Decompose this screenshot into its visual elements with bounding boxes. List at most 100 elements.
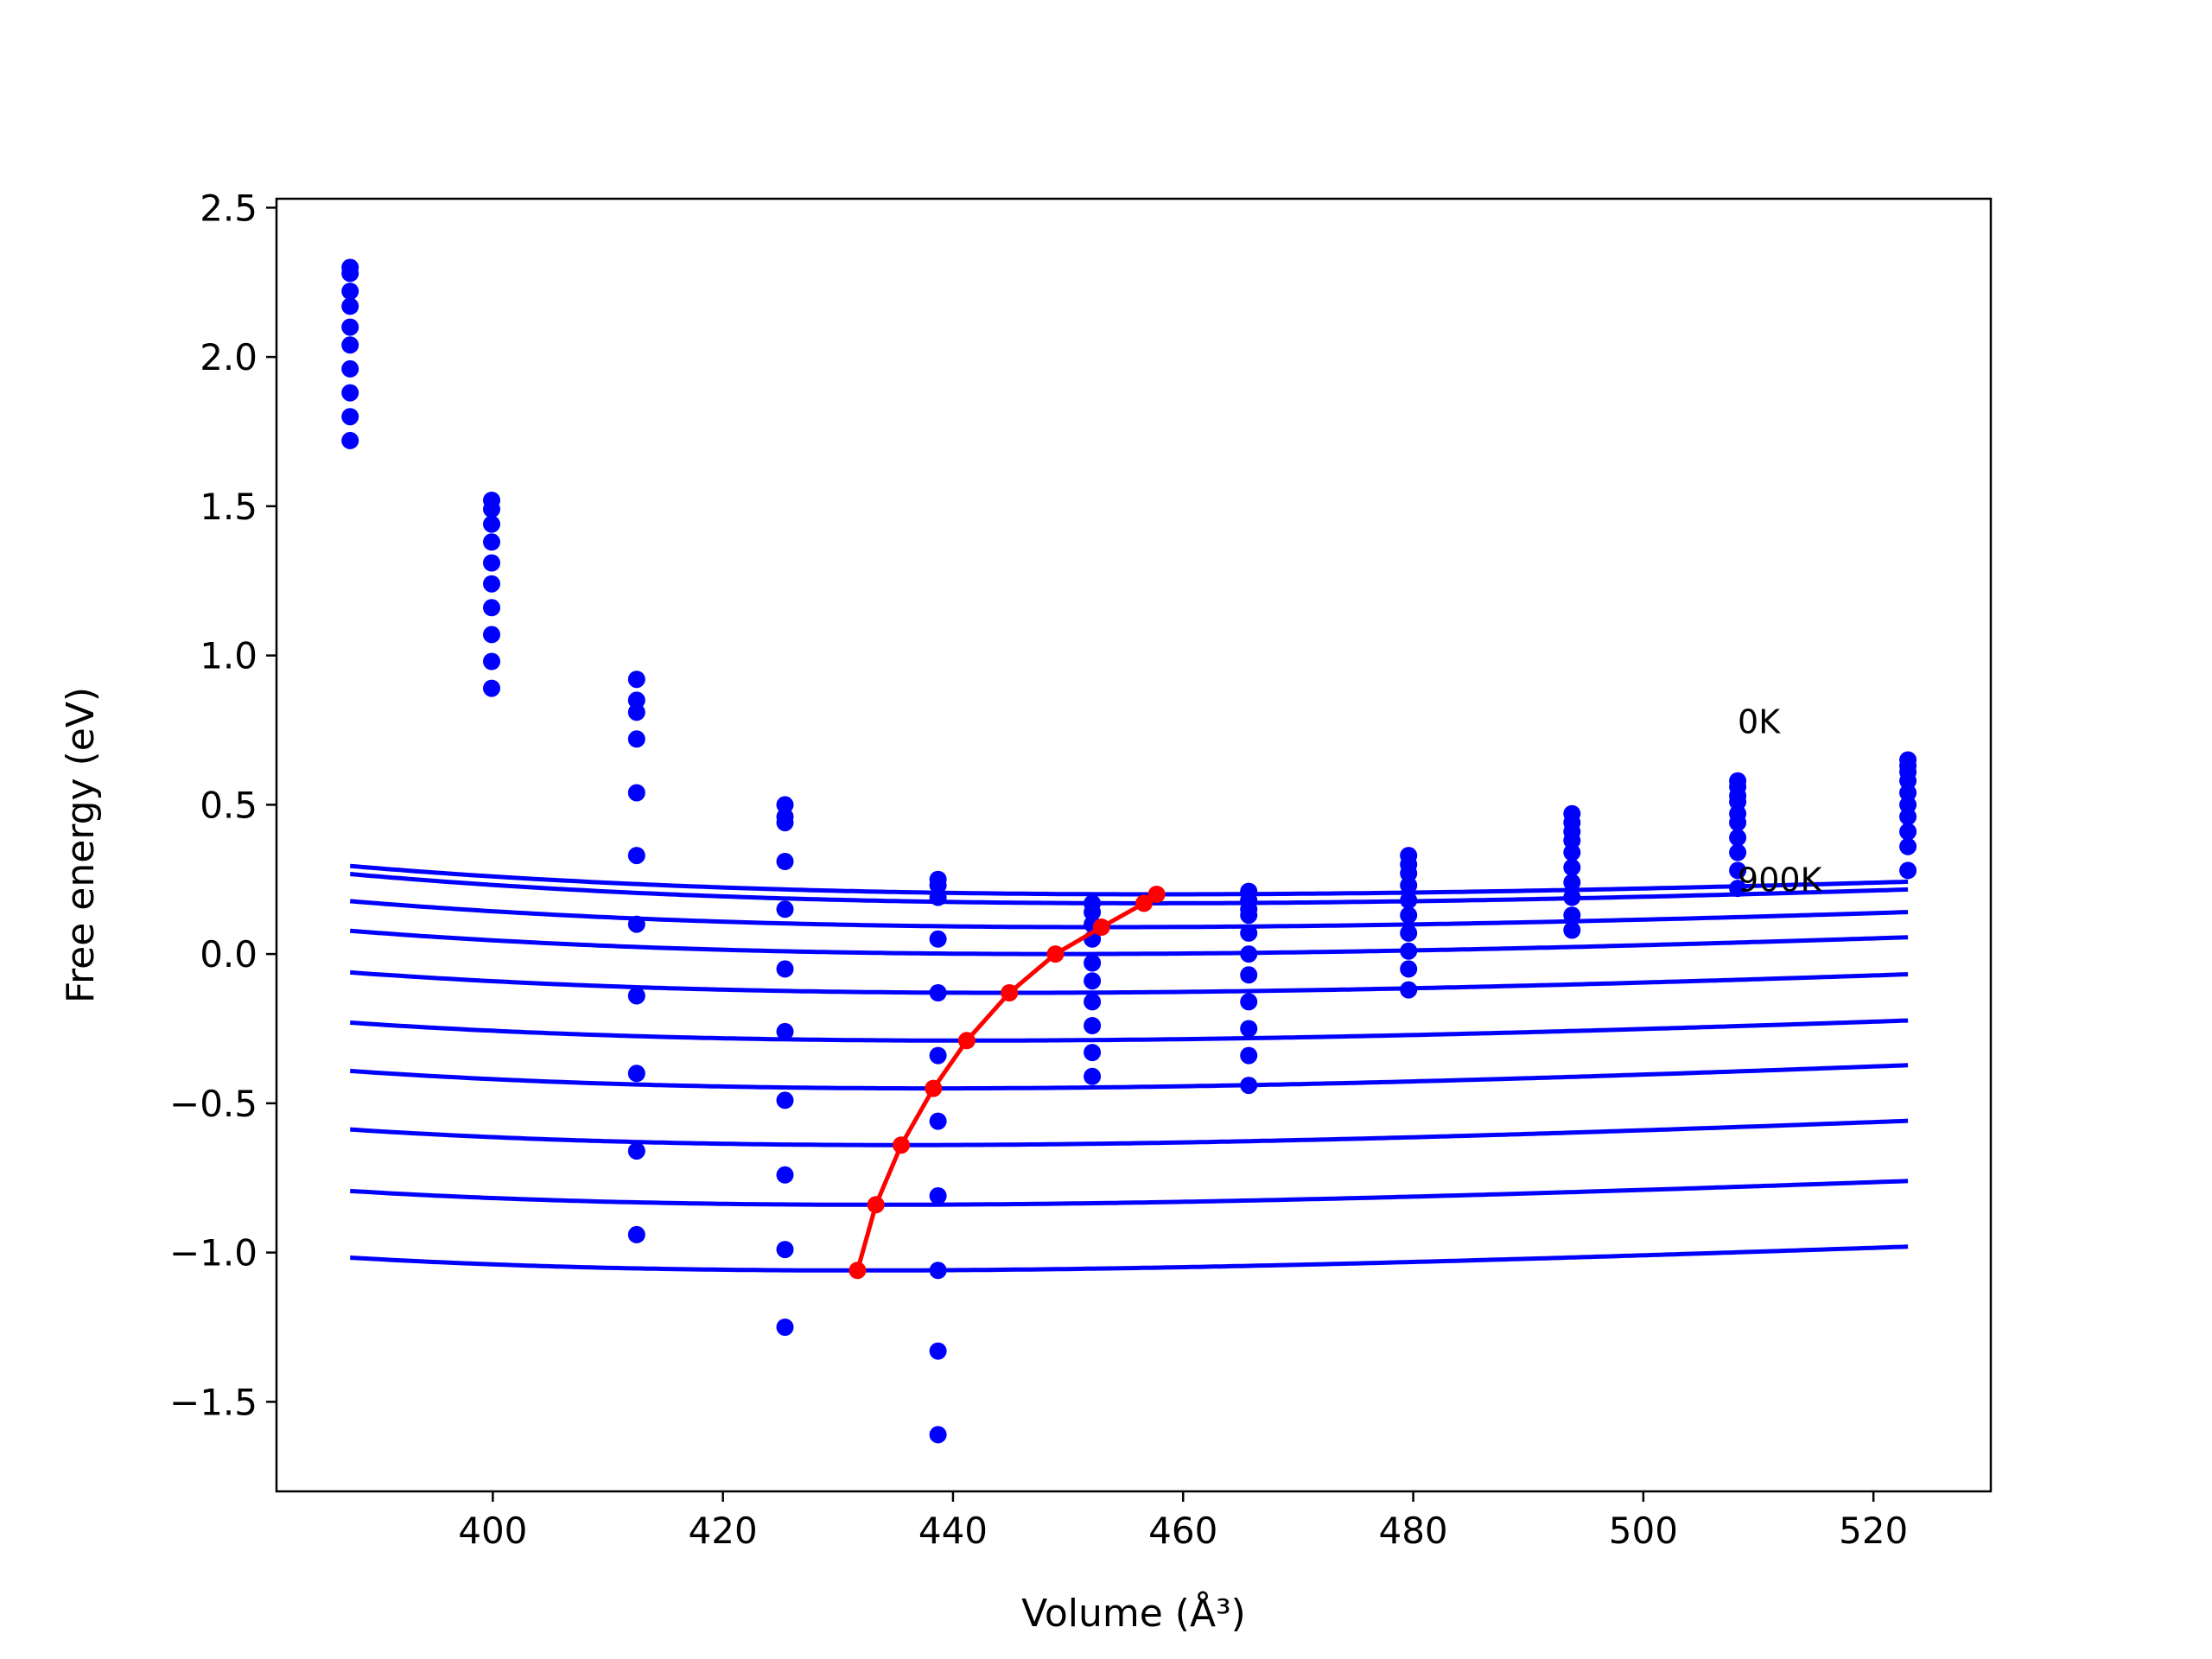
data-point bbox=[341, 431, 359, 449]
minimum-point bbox=[867, 1196, 885, 1214]
data-point bbox=[627, 703, 645, 721]
data-point bbox=[1084, 993, 1102, 1011]
data-point bbox=[929, 1112, 947, 1130]
data-point bbox=[1729, 843, 1747, 861]
data-point bbox=[929, 888, 947, 906]
data-point bbox=[341, 264, 359, 283]
data-point bbox=[776, 1091, 794, 1109]
data-point bbox=[1240, 924, 1258, 942]
data-point bbox=[1563, 921, 1581, 939]
data-point bbox=[929, 984, 947, 1001]
data-point bbox=[341, 359, 359, 378]
minimum-point bbox=[893, 1136, 910, 1154]
sample-points bbox=[341, 258, 1917, 1444]
data-point bbox=[1240, 906, 1258, 925]
data-point bbox=[1084, 1067, 1102, 1085]
x-tick-label: 480 bbox=[1378, 1510, 1447, 1552]
minimum-point bbox=[1046, 945, 1065, 963]
data-point bbox=[1563, 843, 1581, 861]
data-point bbox=[627, 1225, 645, 1243]
x-axis-label: Volume (Å³) bbox=[1021, 1590, 1246, 1636]
data-point bbox=[627, 671, 645, 689]
data-point bbox=[1899, 823, 1917, 841]
fitted-curves bbox=[349, 863, 1909, 1273]
data-point bbox=[776, 853, 794, 870]
y-tick-label: 0.5 bbox=[200, 784, 257, 826]
data-point bbox=[776, 1241, 794, 1259]
y-tick-label: 2.5 bbox=[200, 187, 257, 229]
data-point bbox=[1563, 888, 1581, 906]
data-point bbox=[1899, 784, 1917, 802]
data-point bbox=[627, 847, 645, 865]
minimum-point bbox=[1092, 918, 1110, 936]
x-tick-label: 420 bbox=[689, 1510, 758, 1552]
data-point bbox=[627, 1142, 645, 1160]
minimum-point bbox=[1147, 886, 1166, 903]
data-point bbox=[341, 384, 359, 402]
curve-600K bbox=[350, 1063, 1909, 1091]
data-point bbox=[1240, 966, 1258, 984]
data-point bbox=[627, 730, 645, 748]
data-point bbox=[1899, 861, 1917, 880]
data-point bbox=[1400, 960, 1418, 978]
annotations: 0K 900K bbox=[1738, 702, 1823, 899]
data-point bbox=[627, 691, 645, 709]
y-tick-label: 2.0 bbox=[200, 336, 257, 378]
data-point bbox=[929, 876, 947, 894]
data-point bbox=[483, 533, 500, 551]
data-point bbox=[341, 283, 359, 301]
plot-frame bbox=[275, 197, 1993, 1493]
y-tick-label: 0.0 bbox=[200, 933, 257, 976]
curve-100K bbox=[349, 872, 1909, 906]
data-point bbox=[1563, 906, 1581, 925]
curve-0K bbox=[349, 863, 1909, 897]
data-point bbox=[1240, 1020, 1258, 1038]
data-point bbox=[1400, 876, 1418, 894]
x-tick-label: 520 bbox=[1839, 1510, 1908, 1552]
data-point bbox=[1899, 796, 1917, 814]
data-point bbox=[1240, 945, 1258, 963]
data-point bbox=[1084, 954, 1102, 972]
temperature-annotation: 0K bbox=[1738, 702, 1781, 741]
data-point bbox=[1899, 808, 1917, 826]
x-tick-label: 500 bbox=[1609, 1510, 1678, 1552]
x-tick-label: 400 bbox=[458, 1510, 527, 1552]
data-point bbox=[776, 814, 794, 832]
data-point bbox=[341, 297, 359, 315]
data-point bbox=[929, 1187, 947, 1205]
data-point bbox=[776, 900, 794, 918]
y-tick-label: −0.5 bbox=[169, 1083, 257, 1125]
minimum-point bbox=[849, 1262, 867, 1280]
data-point bbox=[1240, 993, 1258, 1011]
data-point bbox=[627, 784, 645, 802]
data-point bbox=[1563, 858, 1581, 876]
curve-300K bbox=[350, 928, 1909, 957]
data-point bbox=[341, 318, 359, 336]
data-point bbox=[1240, 1077, 1258, 1095]
data-point bbox=[1400, 942, 1418, 960]
data-point bbox=[1899, 772, 1917, 790]
data-point bbox=[1084, 1044, 1102, 1062]
data-point bbox=[483, 652, 500, 671]
data-point bbox=[483, 554, 500, 572]
y-tick-label: 1.0 bbox=[200, 635, 257, 677]
y-tick-label: 1.5 bbox=[200, 486, 257, 528]
data-point bbox=[1084, 903, 1102, 921]
data-point bbox=[341, 336, 359, 354]
data-point bbox=[1729, 814, 1747, 832]
data-point bbox=[1400, 906, 1418, 925]
data-point bbox=[1400, 891, 1418, 909]
data-point bbox=[1084, 1017, 1102, 1034]
data-point bbox=[776, 796, 794, 814]
minimum-point bbox=[1135, 894, 1153, 912]
curve-700K bbox=[350, 1118, 1909, 1147]
data-point bbox=[776, 1022, 794, 1040]
data-point bbox=[483, 599, 500, 617]
x-tick-label: 460 bbox=[1148, 1510, 1217, 1552]
data-point bbox=[483, 575, 500, 593]
curve-900K bbox=[350, 1244, 1909, 1273]
data-point bbox=[1563, 831, 1581, 849]
data-point bbox=[1729, 829, 1747, 847]
data-point bbox=[483, 626, 500, 644]
y-tick-label: −1.0 bbox=[169, 1232, 257, 1274]
